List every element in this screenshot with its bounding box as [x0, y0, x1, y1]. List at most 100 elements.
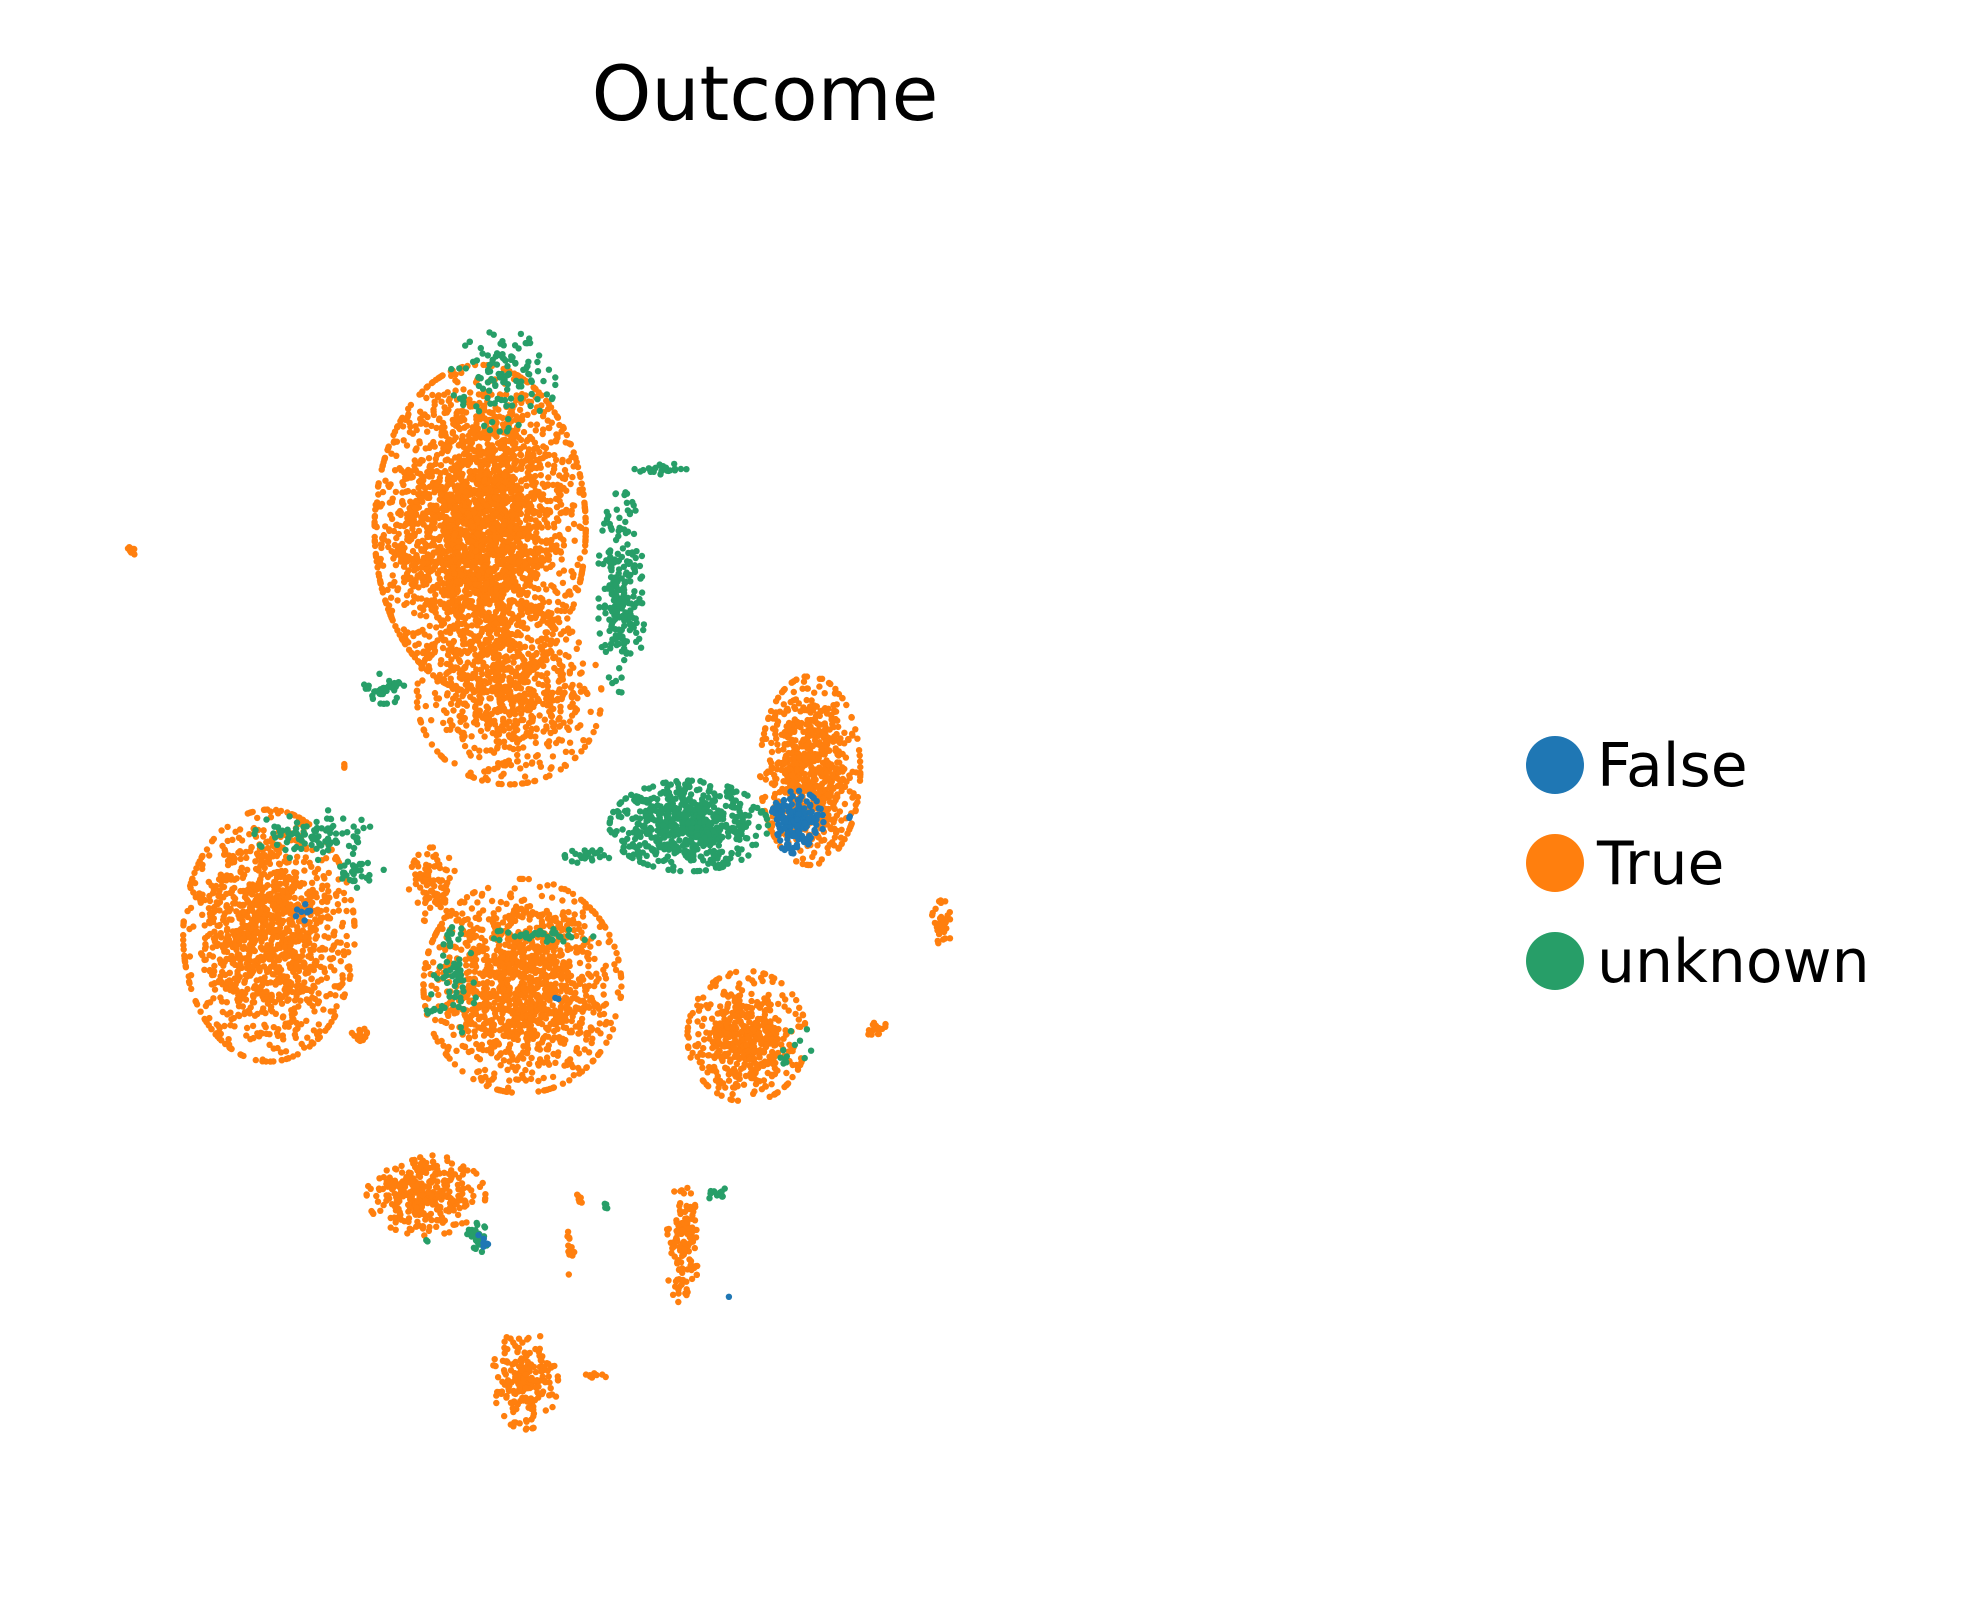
point-True — [556, 497, 563, 505]
point-True — [470, 509, 478, 516]
point-True — [332, 890, 340, 898]
point-True — [438, 432, 445, 439]
point-True — [568, 507, 575, 514]
point-True — [425, 455, 433, 462]
point-True — [434, 678, 441, 685]
point-True — [231, 1023, 238, 1030]
point-True — [462, 409, 470, 416]
point-True — [403, 600, 410, 607]
point-True — [192, 894, 199, 901]
point-True — [427, 526, 434, 533]
point-True — [215, 876, 223, 883]
point-True — [423, 652, 431, 659]
point-True — [440, 443, 448, 450]
point-True — [592, 722, 600, 730]
point-True — [218, 827, 225, 834]
point-True — [453, 412, 460, 420]
point-True — [498, 588, 506, 595]
point-True — [545, 738, 553, 745]
point-True — [480, 563, 487, 571]
point-True — [426, 444, 433, 451]
point-True — [312, 916, 319, 923]
point-True — [491, 765, 498, 773]
point-True — [448, 458, 455, 465]
point-True — [444, 651, 452, 659]
point-True — [267, 808, 274, 815]
point-True — [377, 579, 384, 587]
point-True — [280, 973, 288, 980]
point-True — [188, 985, 195, 993]
point-True — [567, 591, 574, 598]
point-True — [206, 852, 213, 859]
point-True — [448, 721, 455, 729]
point-True — [480, 429, 487, 436]
point-True — [228, 954, 235, 962]
point-True — [592, 661, 599, 669]
point-True — [266, 860, 274, 867]
point-True — [515, 559, 522, 566]
point-True — [311, 984, 318, 991]
point-True — [214, 922, 221, 929]
scatter-points — [124, 329, 954, 1433]
point-True — [556, 677, 563, 684]
point-True — [244, 955, 251, 962]
point-True — [468, 598, 476, 605]
point-True — [403, 637, 410, 645]
point-True — [473, 530, 481, 538]
point-True — [437, 543, 444, 551]
point-True — [266, 953, 273, 960]
point-True — [269, 1008, 276, 1015]
point-True — [514, 631, 522, 638]
point-True — [551, 524, 558, 531]
point-True — [306, 888, 313, 895]
point-True — [504, 666, 511, 673]
point-True — [500, 521, 507, 529]
point-True — [283, 952, 290, 959]
point-True — [433, 624, 440, 631]
point-True — [273, 869, 280, 876]
point-True — [519, 662, 527, 669]
point-True — [513, 680, 520, 687]
point-True — [327, 990, 334, 998]
point-True — [405, 405, 412, 412]
point-True — [416, 440, 423, 447]
point-True — [420, 559, 427, 567]
point-True — [372, 550, 379, 558]
point-True — [212, 907, 219, 914]
point-True — [513, 621, 521, 629]
point-True — [467, 693, 474, 700]
point-True — [250, 993, 257, 1000]
point-True — [489, 684, 496, 691]
point-True — [408, 515, 415, 522]
point-True — [548, 582, 555, 589]
point-True — [486, 601, 493, 608]
point-True — [514, 751, 521, 759]
point-True — [412, 504, 419, 511]
point-True — [517, 451, 524, 459]
point-True — [302, 933, 309, 941]
point-True — [549, 630, 556, 638]
point-True — [549, 469, 557, 476]
point-True — [339, 975, 346, 982]
point-True — [439, 566, 446, 573]
point-True — [321, 875, 328, 882]
point-True — [286, 920, 294, 927]
point-True — [492, 580, 500, 588]
point-True — [528, 698, 535, 705]
point-True — [528, 637, 535, 644]
point-True — [578, 748, 585, 755]
point-True — [511, 640, 518, 647]
point-True — [580, 490, 587, 498]
point-True — [483, 502, 490, 509]
point-True — [448, 643, 455, 650]
point-True — [530, 494, 537, 502]
point-True — [241, 1009, 249, 1016]
point-True — [291, 894, 298, 902]
point-True — [525, 528, 532, 535]
point-True — [385, 482, 392, 489]
point-True — [441, 502, 448, 509]
point-True — [454, 726, 461, 733]
point-True — [254, 902, 261, 909]
point-True — [582, 533, 589, 540]
point-True — [197, 1008, 204, 1015]
